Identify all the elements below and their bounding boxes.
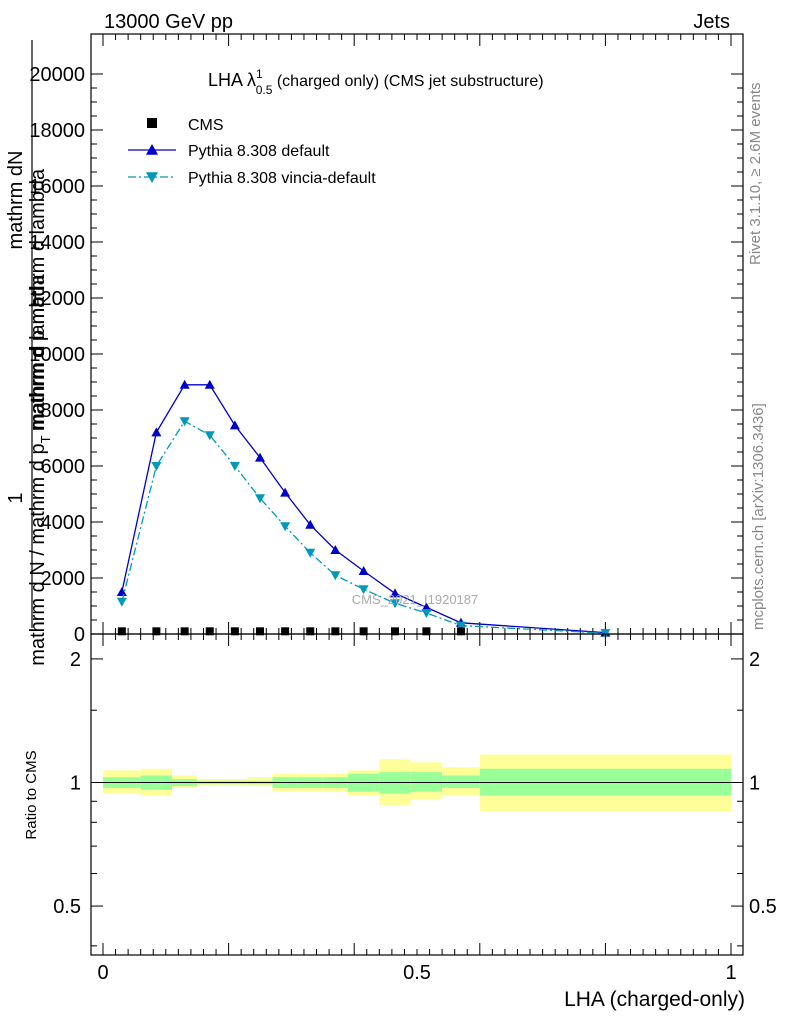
marker-triangle-up bbox=[390, 588, 401, 598]
marker-triangle-up bbox=[280, 487, 291, 497]
main-y-axis-label: 1 mathrm dN mathrm d p mathrm d lambda m… bbox=[5, 40, 53, 666]
analysis-watermark: CMS_2021_I1920187 bbox=[352, 592, 479, 607]
marker-cms-point bbox=[230, 627, 239, 636]
marker-cms-point bbox=[205, 627, 214, 636]
marker-triangle-down bbox=[146, 172, 158, 183]
series-line-pythia-default bbox=[121, 384, 606, 634]
header-left: 13000 GeV pp bbox=[104, 11, 233, 33]
y-label-denominator: mathrm d N / mathrm d pT mathrm d lambda bbox=[27, 273, 53, 665]
x-tick-label: 0.5 bbox=[403, 962, 431, 984]
ratio-inner-band bbox=[410, 772, 443, 792]
ratio-y-tick-label: 1 bbox=[70, 772, 81, 794]
marker-cms-point bbox=[331, 627, 340, 636]
plot-title: LHA λ1 0.5 (charged only) (CMS jet substr… bbox=[208, 67, 544, 97]
marker-triangle-down bbox=[390, 599, 401, 609]
ratio-y-tick-label-right: 2 bbox=[749, 649, 760, 671]
main-y-tick-label: 6000 bbox=[41, 456, 86, 478]
marker-triangle-down bbox=[151, 462, 162, 471]
marker-cms-point bbox=[281, 627, 290, 636]
main-y-tick-label: 0 bbox=[74, 624, 85, 646]
marker-triangle-down bbox=[229, 462, 240, 471]
ratio-y-tick-label-right: 1 bbox=[749, 772, 760, 794]
ratio-y-tick-label: 2 bbox=[70, 649, 81, 671]
marker-cms-point bbox=[391, 627, 400, 636]
x-tick-label: 1 bbox=[725, 962, 736, 984]
x-tick-label: 0 bbox=[97, 962, 108, 984]
marker-triangle-down bbox=[421, 609, 432, 618]
marker-cms-point bbox=[456, 627, 465, 636]
header-right: Jets bbox=[693, 11, 730, 33]
marker-cms-point bbox=[422, 627, 431, 636]
marker-triangle-up bbox=[255, 452, 265, 462]
marker-cms-point bbox=[117, 627, 126, 636]
marker-triangle-up bbox=[358, 566, 369, 575]
ratio-plot-frame: 0.5 0.5 1 1 2 2 0 0.5 1 bbox=[53, 633, 777, 984]
main-y-tick-label: 18000 bbox=[29, 120, 85, 142]
marker-triangle-down bbox=[116, 597, 127, 607]
marker-cms-point bbox=[359, 627, 368, 636]
marker-triangle-up bbox=[151, 427, 162, 437]
marker-triangle-up bbox=[179, 379, 190, 389]
y-label-numerator: mathrm dN bbox=[5, 151, 27, 250]
main-y-tick-label: 16000 bbox=[29, 176, 85, 198]
marker-triangle-up bbox=[305, 519, 316, 529]
marker-triangle-up bbox=[204, 379, 215, 389]
main-y-tick-label: 20000 bbox=[29, 64, 85, 86]
ratio-y-tick-label-right: 0.5 bbox=[749, 896, 777, 918]
marker-cms-point bbox=[306, 627, 315, 636]
legend-label: Pythia 8.308 vincia-default bbox=[188, 170, 376, 187]
main-y-tick-label: 8000 bbox=[41, 400, 86, 422]
marker-cms-point bbox=[256, 627, 264, 636]
marker-triangle-up bbox=[116, 587, 127, 596]
legend: CMS Pythia 8.308 default Pythia 8.308 vinc… bbox=[128, 117, 376, 187]
main-plot-frame: 0 2000 4000 6000 8000 10000 12000 14000 16000 180… bbox=[29, 33, 744, 646]
marker-triangle-up bbox=[146, 144, 158, 155]
marker-triangle-down bbox=[280, 522, 291, 532]
marker-triangle-down bbox=[204, 431, 215, 441]
marker-triangle-down bbox=[455, 621, 466, 631]
marker-triangle-down bbox=[358, 585, 369, 595]
ratio-inner-band bbox=[442, 775, 480, 788]
mcplots-label: mcplots.cern.ch [arXiv:1306.3436] bbox=[750, 403, 767, 630]
legend-marker-cms bbox=[147, 118, 157, 128]
main-y-tick-label: 4000 bbox=[41, 512, 86, 534]
main-y-tick-label: 12000 bbox=[29, 288, 85, 310]
ratio-y-tick-label: 0.5 bbox=[53, 896, 81, 918]
x-axis-label: LHA (charged-only) bbox=[564, 988, 745, 1011]
main-y-tick-label: 14000 bbox=[29, 232, 85, 254]
marker-triangle-down bbox=[179, 417, 190, 427]
marker-triangle-up bbox=[229, 420, 240, 430]
y-label-prefactor: 1 bbox=[5, 492, 27, 503]
rivet-label: Rivet 3.1.10, ≥ 2.6M events bbox=[747, 83, 764, 266]
main-y-tick-label: 2000 bbox=[41, 568, 86, 590]
legend-label: CMS bbox=[188, 117, 224, 134]
main-y-tick-label: 10000 bbox=[29, 344, 85, 366]
marker-triangle-down bbox=[255, 494, 265, 504]
marker-cms-point bbox=[152, 627, 161, 636]
marker-triangle-down bbox=[330, 571, 341, 581]
marker-triangle-up bbox=[330, 545, 341, 554]
marker-triangle-down bbox=[305, 548, 316, 558]
ratio-bands bbox=[103, 754, 731, 812]
series-line-pythia-vincia bbox=[121, 420, 606, 634]
ratio-y-label: Ratio to CMS bbox=[23, 750, 40, 839]
legend-label: Pythia 8.308 default bbox=[188, 143, 330, 160]
marker-cms-point bbox=[180, 627, 189, 636]
